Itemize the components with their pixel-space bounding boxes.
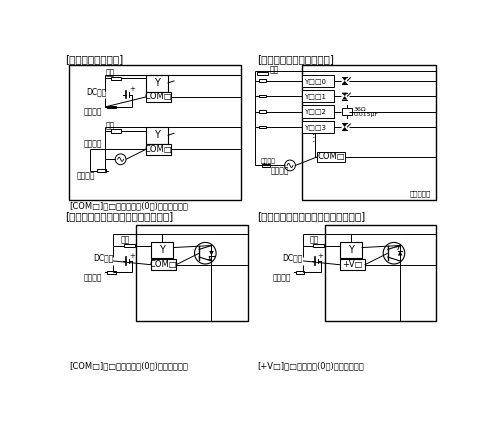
Text: [COM□]の□には、番号(0～)が入ります。: [COM□]の□には、番号(0～)が入ります。 [69, 361, 188, 370]
Text: Y□□3: Y□□3 [304, 124, 326, 130]
Bar [302, 106, 334, 118]
Bar [257, 72, 268, 75]
Text: [+V□]の□には番号(0～)が入ります。: [+V□]の□には番号(0～)が入ります。 [257, 361, 364, 370]
Text: ·: · [312, 137, 316, 147]
Bar [146, 127, 168, 144]
Bar [302, 121, 334, 133]
Bar [146, 75, 168, 91]
Text: DC電源: DC電源 [282, 254, 303, 263]
Text: 外部電源: 外部電源 [84, 139, 102, 148]
Text: 負荷: 負荷 [269, 66, 279, 75]
Bar [124, 244, 135, 248]
Text: [トランジスタ出力タイプ（ソース）]: [トランジスタ出力タイプ（ソース）] [257, 211, 365, 221]
Text: [トライアック出力タイプ]: [トライアック出力タイプ] [257, 54, 334, 64]
Text: +: + [317, 253, 323, 259]
Bar [258, 95, 266, 97]
Text: COM□: COM□ [150, 260, 177, 269]
Bar [342, 109, 352, 115]
Polygon shape [342, 77, 348, 81]
Text: [COM□]の□には、番号(0～)が入ります。: [COM□]の□には、番号(0～)が入ります。 [69, 201, 188, 210]
Bar [151, 260, 176, 270]
Text: ヒューズ: ヒューズ [84, 273, 102, 282]
Text: Y: Y [154, 78, 160, 88]
Bar [302, 75, 334, 87]
Text: +V□: +V□ [342, 260, 363, 269]
Text: 36Ω: 36Ω [353, 107, 366, 112]
Text: ヒューズ: ヒューズ [261, 159, 276, 164]
Bar [313, 244, 324, 248]
Bar [325, 225, 436, 321]
Text: Y□□0: Y□□0 [304, 78, 326, 84]
Text: Y□□1: Y□□1 [304, 93, 326, 99]
Text: DC電源: DC電源 [86, 88, 106, 97]
Text: 0.015μF: 0.015μF [353, 112, 378, 117]
Text: ヒューズ: ヒューズ [272, 273, 291, 282]
Text: 負荷: 負荷 [105, 121, 114, 130]
Text: 負荷: 負荷 [105, 69, 114, 78]
Bar [107, 106, 116, 108]
Text: COM□: COM□ [144, 145, 172, 154]
Text: +: + [129, 253, 135, 259]
Bar [69, 65, 242, 200]
Bar [340, 242, 362, 258]
Text: 負荷: 負荷 [121, 236, 130, 245]
Text: COM□: COM□ [317, 152, 345, 161]
Polygon shape [398, 251, 402, 256]
Bar [107, 271, 116, 274]
Bar [317, 151, 345, 162]
Text: 負荷: 負荷 [309, 236, 318, 245]
Text: [トランジスタ出力タイプ（シンク）]: [トランジスタ出力タイプ（シンク）] [65, 211, 174, 221]
Text: Y: Y [159, 245, 165, 255]
Bar [296, 271, 304, 274]
Text: ヒューズ: ヒューズ [77, 172, 95, 181]
Bar [340, 260, 365, 270]
Text: ·: · [312, 133, 316, 143]
Text: Y□□2: Y□□2 [304, 109, 326, 115]
Polygon shape [342, 81, 348, 84]
Bar [97, 169, 106, 172]
Bar [258, 79, 266, 82]
Polygon shape [342, 96, 348, 100]
Text: +: + [129, 86, 135, 92]
Bar [302, 90, 334, 102]
Polygon shape [342, 127, 348, 130]
Text: ·: · [312, 130, 316, 140]
Polygon shape [209, 251, 214, 256]
Text: Y: Y [348, 245, 354, 255]
Bar [258, 126, 266, 128]
Polygon shape [342, 124, 348, 127]
Polygon shape [342, 93, 348, 96]
Bar [110, 76, 121, 80]
Text: シーケンサ: シーケンサ [409, 190, 430, 197]
Bar [136, 225, 247, 321]
Bar [262, 164, 270, 167]
Bar [146, 144, 171, 155]
Bar [258, 110, 266, 113]
Text: Y: Y [154, 130, 160, 140]
Text: DC電源: DC電源 [94, 254, 114, 263]
Text: COM□: COM□ [144, 92, 172, 101]
Bar [110, 129, 121, 133]
Text: [リレー出力タイプ]: [リレー出力タイプ] [65, 54, 123, 64]
Text: ヒューズ: ヒューズ [84, 107, 102, 116]
Bar [151, 242, 173, 258]
Bar [302, 65, 436, 200]
Bar [146, 91, 171, 102]
Text: 外部電源: 外部電源 [271, 166, 289, 175]
